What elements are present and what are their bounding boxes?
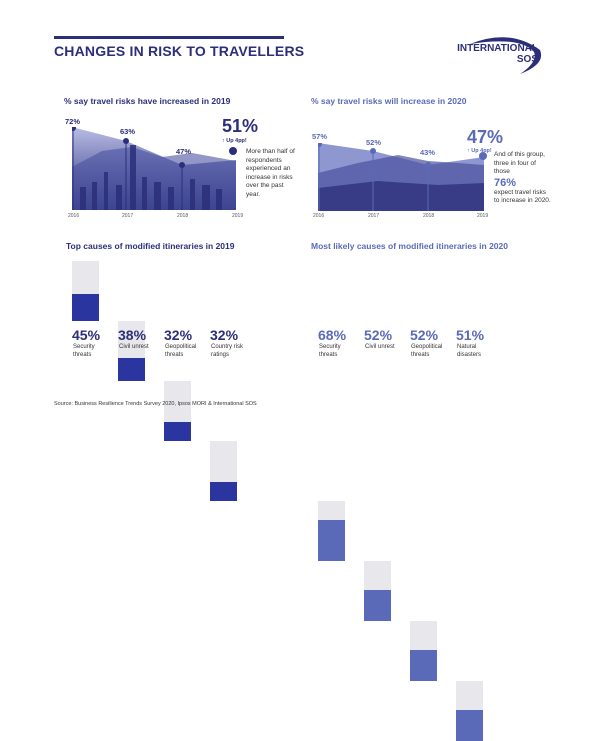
right-label-2017: 52% [366,138,382,147]
left-big-value: 51% [222,116,259,136]
right-label-2016: 57% [312,132,328,141]
refresh-icon [229,147,237,155]
cause-pct: 32% [210,327,239,343]
left-year-2019: 2019 [232,213,244,219]
left-note: More than half of respondents experience… [246,148,295,198]
tile-security-2020 [318,501,345,561]
cause-pct: 38% [118,327,147,343]
right-note-post: expect travel risks to increase in 2020. [494,188,551,205]
tile-civil-2019 [118,321,145,381]
cause-label: Geopolitical threats [165,344,197,358]
cause-label: Country risk ratings [211,344,244,358]
tile-security-2019 [72,261,99,321]
source-note: Source: Business Resilience Trends Surve… [54,401,257,407]
right-up-text: ↑ Up 4pp! [467,148,492,154]
cause-pct: 68% [318,327,347,343]
cause-pct: 45% [72,327,101,343]
right-year-2018: 2018 [423,213,435,219]
page-title: CHANGES IN RISK TO TRAVELLERS [54,43,305,59]
right-year-2017: 2017 [368,213,380,219]
logo-line2: SOS [516,54,538,65]
right-area-chart [318,143,484,211]
cause-pct: 52% [410,327,439,343]
left-label-2018: 47% [176,147,192,156]
tile-geopolitical-2019 [164,381,191,441]
left-year-2018: 2018 [177,213,189,219]
refresh-icon [479,152,487,160]
cause-label: Security threats [319,344,341,358]
logo: INTERNATIONAL SOS [450,32,550,76]
left-area-chart [72,127,236,210]
logo-line1: INTERNATIONAL [457,43,538,54]
right-year-2016: 2016 [313,213,325,219]
cause-label: Civil unrest [119,344,149,350]
cause-label: Geopolitical threats [411,344,443,358]
left-up-text: ↑ Up 4pp! [222,138,247,144]
cause-label: Natural disasters [457,344,482,358]
right-big-value: 47% [467,127,504,147]
causes-2019-title: Top causes of modified itineraries in 20… [66,241,235,251]
left-chart-title: % say travel risks have increased in 201… [64,96,231,106]
right-note: And of this group, three in four of thos… [494,151,552,206]
left-label-2017: 63% [120,127,136,136]
right-note-pct: 76% [494,176,517,189]
left-label-2016: 72% [65,117,81,126]
left-year-2016: 2016 [68,213,80,219]
right-chart-title: % say travel risks will increase in 2020 [311,96,467,106]
tile-natural-2020 [456,681,483,741]
right-note-pre: And of this group, three in four of thos… [494,151,545,175]
tile-civil-2020 [364,561,391,621]
cause-label: Civil unrest [365,344,395,350]
right-label-2018: 43% [420,148,436,157]
cause-label: Security threats [73,344,95,358]
tile-country-2019 [210,441,237,501]
right-year-2019: 2019 [477,213,489,219]
left-up-label: Up 4pp! [226,138,247,144]
left-year-2017: 2017 [122,213,134,219]
cause-pct: 32% [164,327,193,343]
right-up-label: Up 4pp! [471,148,492,154]
cause-pct: 52% [364,327,393,343]
title-rule [54,36,284,39]
causes-2020-title: Most likely causes of modified itinerari… [311,241,508,251]
cause-pct: 51% [456,327,485,343]
tile-geopolitical-2020 [410,621,437,681]
